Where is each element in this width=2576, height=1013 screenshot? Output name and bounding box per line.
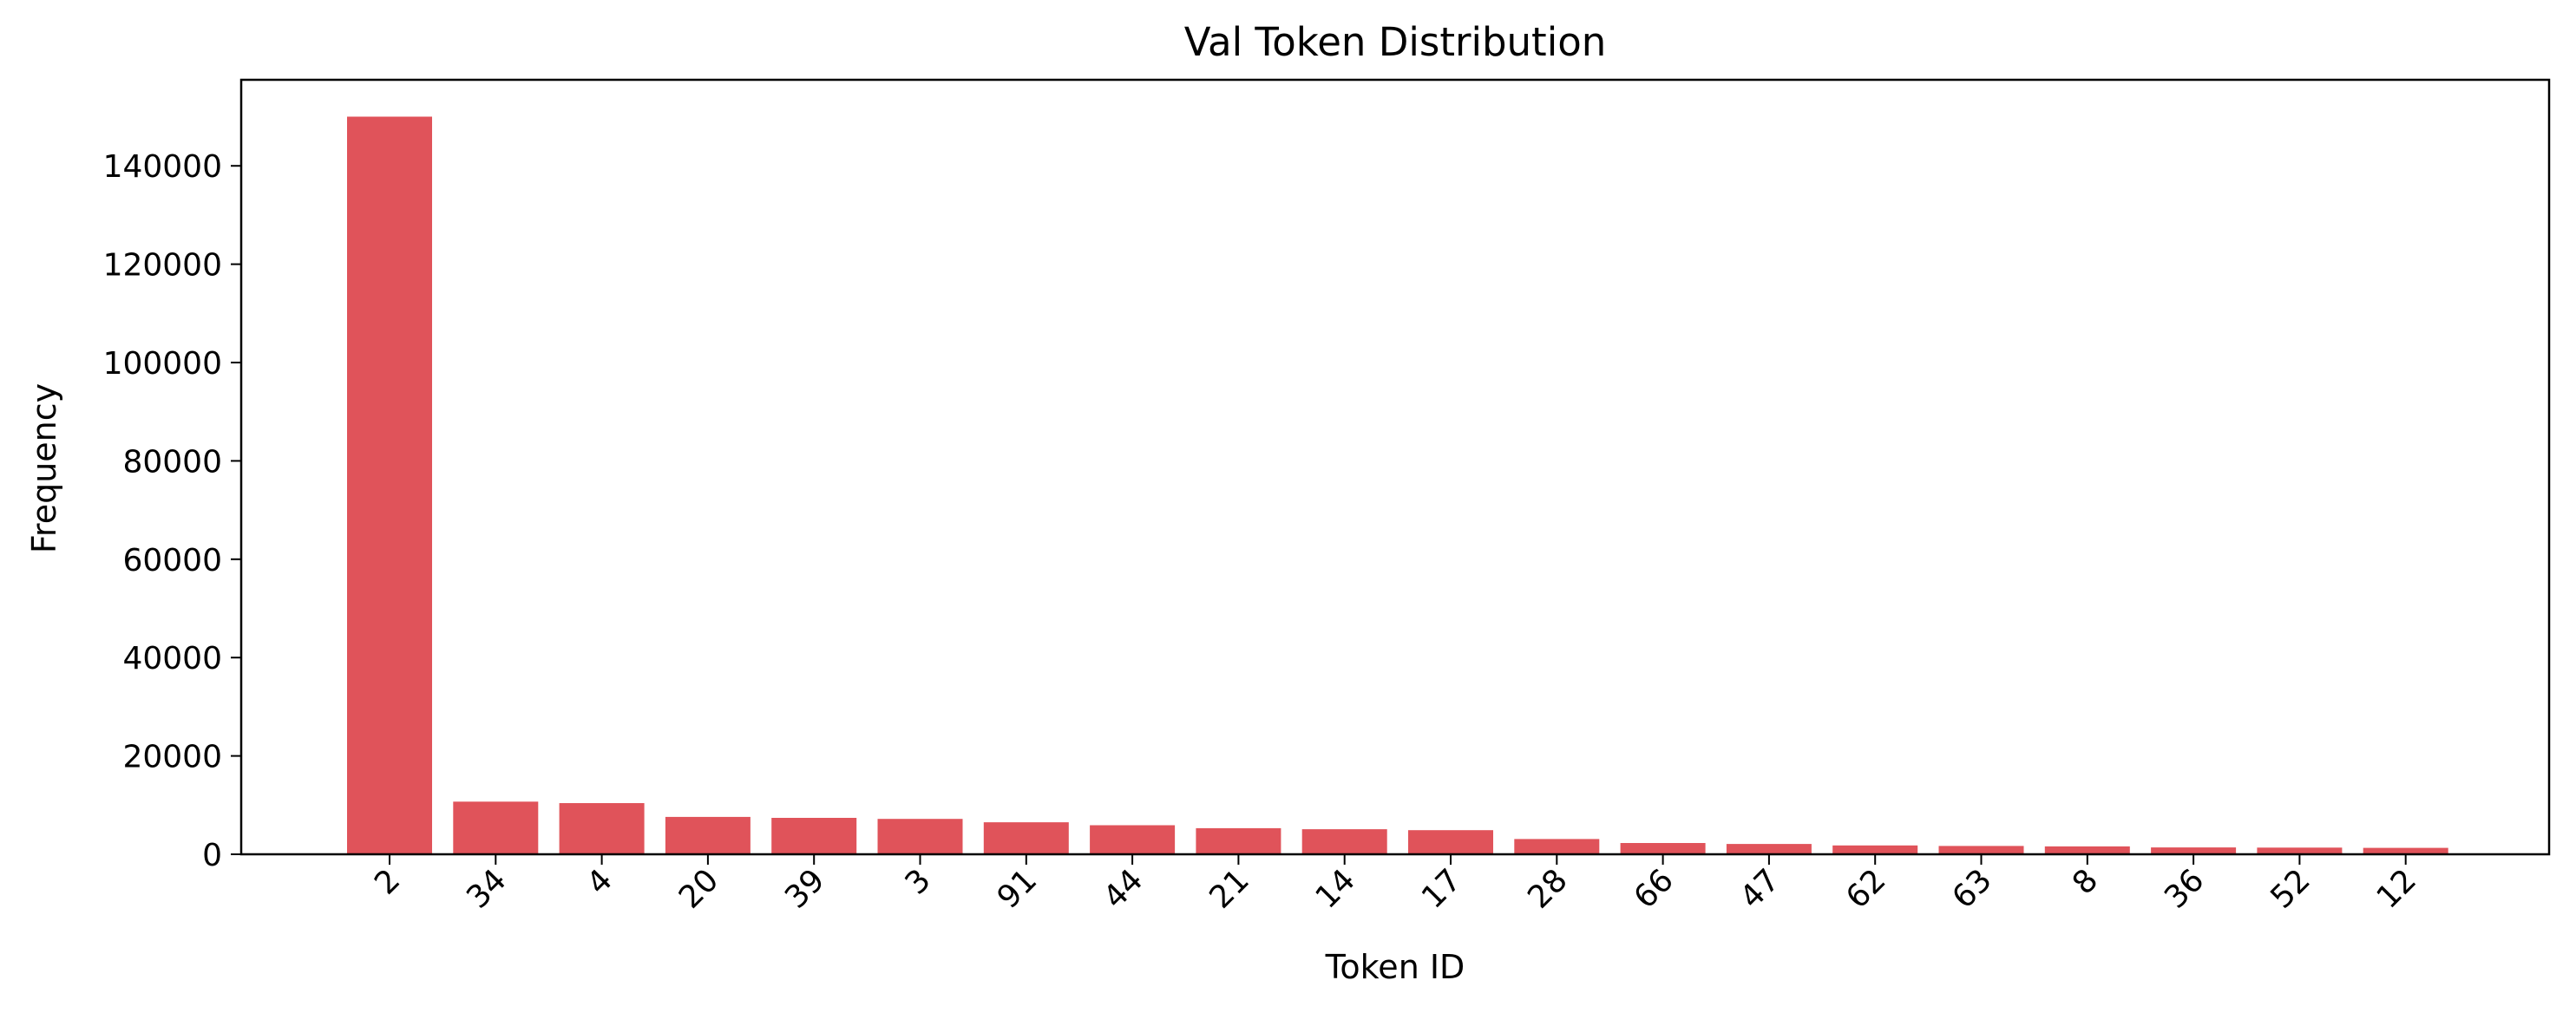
x-tick-label: 63 (1945, 862, 1998, 915)
x-tick-label: 52 (2264, 862, 2317, 915)
y-axis-ticks: 0 20000 40000 60000 80000 100000 120000 140000 (103, 149, 241, 873)
bar-token-39 (771, 818, 857, 854)
bar-token-34 (453, 801, 539, 854)
bar-token-62 (1832, 845, 1918, 854)
bar-token-21 (1196, 827, 1281, 854)
y-tick-label: 40000 (122, 641, 222, 676)
bar-token-28 (1514, 839, 1600, 854)
bar-token-52 (2257, 847, 2343, 854)
bar-token-47 (1726, 844, 1812, 854)
bar-token-2 (347, 116, 432, 854)
bar-token-44 (1090, 825, 1176, 854)
x-tick-label: 4 (580, 862, 619, 901)
x-tick-label: 36 (2158, 862, 2211, 915)
bars-layer (347, 116, 2448, 854)
x-axis-title: Token ID (1325, 948, 1465, 986)
bar-token-91 (983, 822, 1069, 854)
chart-title: Val Token Distribution (1184, 19, 1607, 65)
y-tick-label: 120000 (103, 248, 222, 284)
x-tick-label: 3 (899, 862, 938, 901)
x-tick-label: 47 (1734, 862, 1786, 915)
bar-token-36 (2151, 847, 2237, 854)
bar-token-12 (2363, 847, 2448, 854)
x-tick-label: 39 (778, 862, 831, 915)
y-tick-label: 100000 (103, 346, 222, 382)
x-tick-label: 62 (1839, 862, 1892, 915)
x-tick-label: 28 (1521, 862, 1574, 915)
x-tick-label: 8 (2066, 862, 2105, 901)
x-tick-label: 34 (460, 862, 513, 915)
plot-frame (239, 78, 2551, 856)
x-tick-label: 20 (672, 862, 725, 915)
x-tick-label: 91 (991, 862, 1044, 915)
x-tick-label: 2 (368, 862, 407, 901)
bar-token-3 (877, 819, 963, 854)
x-axis-ticks: 2 34 4 20 39 3 91 44 21 14 17 28 66 47 62 63 8 36 52 12 (368, 854, 2423, 916)
y-tick-label: 140000 (103, 149, 222, 185)
y-axis-title: Frequency (25, 383, 63, 553)
bar-token-17 (1408, 830, 1493, 854)
y-tick-label: 80000 (122, 444, 222, 480)
bar-token-14 (1301, 829, 1387, 854)
y-tick-label: 0 (202, 838, 222, 873)
x-tick-label: 21 (1203, 862, 1255, 915)
bar-token-8 (2044, 846, 2130, 854)
y-tick-label: 20000 (122, 740, 222, 775)
bar-token-63 (1938, 846, 2024, 854)
x-tick-label: 12 (2370, 862, 2423, 915)
x-tick-label: 44 (1097, 862, 1150, 915)
x-tick-label: 17 (1415, 862, 1468, 915)
x-tick-label: 66 (1628, 862, 1681, 915)
bar-token-4 (559, 803, 645, 854)
bar-token-66 (1620, 843, 1706, 854)
y-tick-label: 60000 (122, 543, 222, 578)
x-tick-label: 14 (1309, 862, 1362, 915)
bar-token-20 (665, 816, 751, 854)
